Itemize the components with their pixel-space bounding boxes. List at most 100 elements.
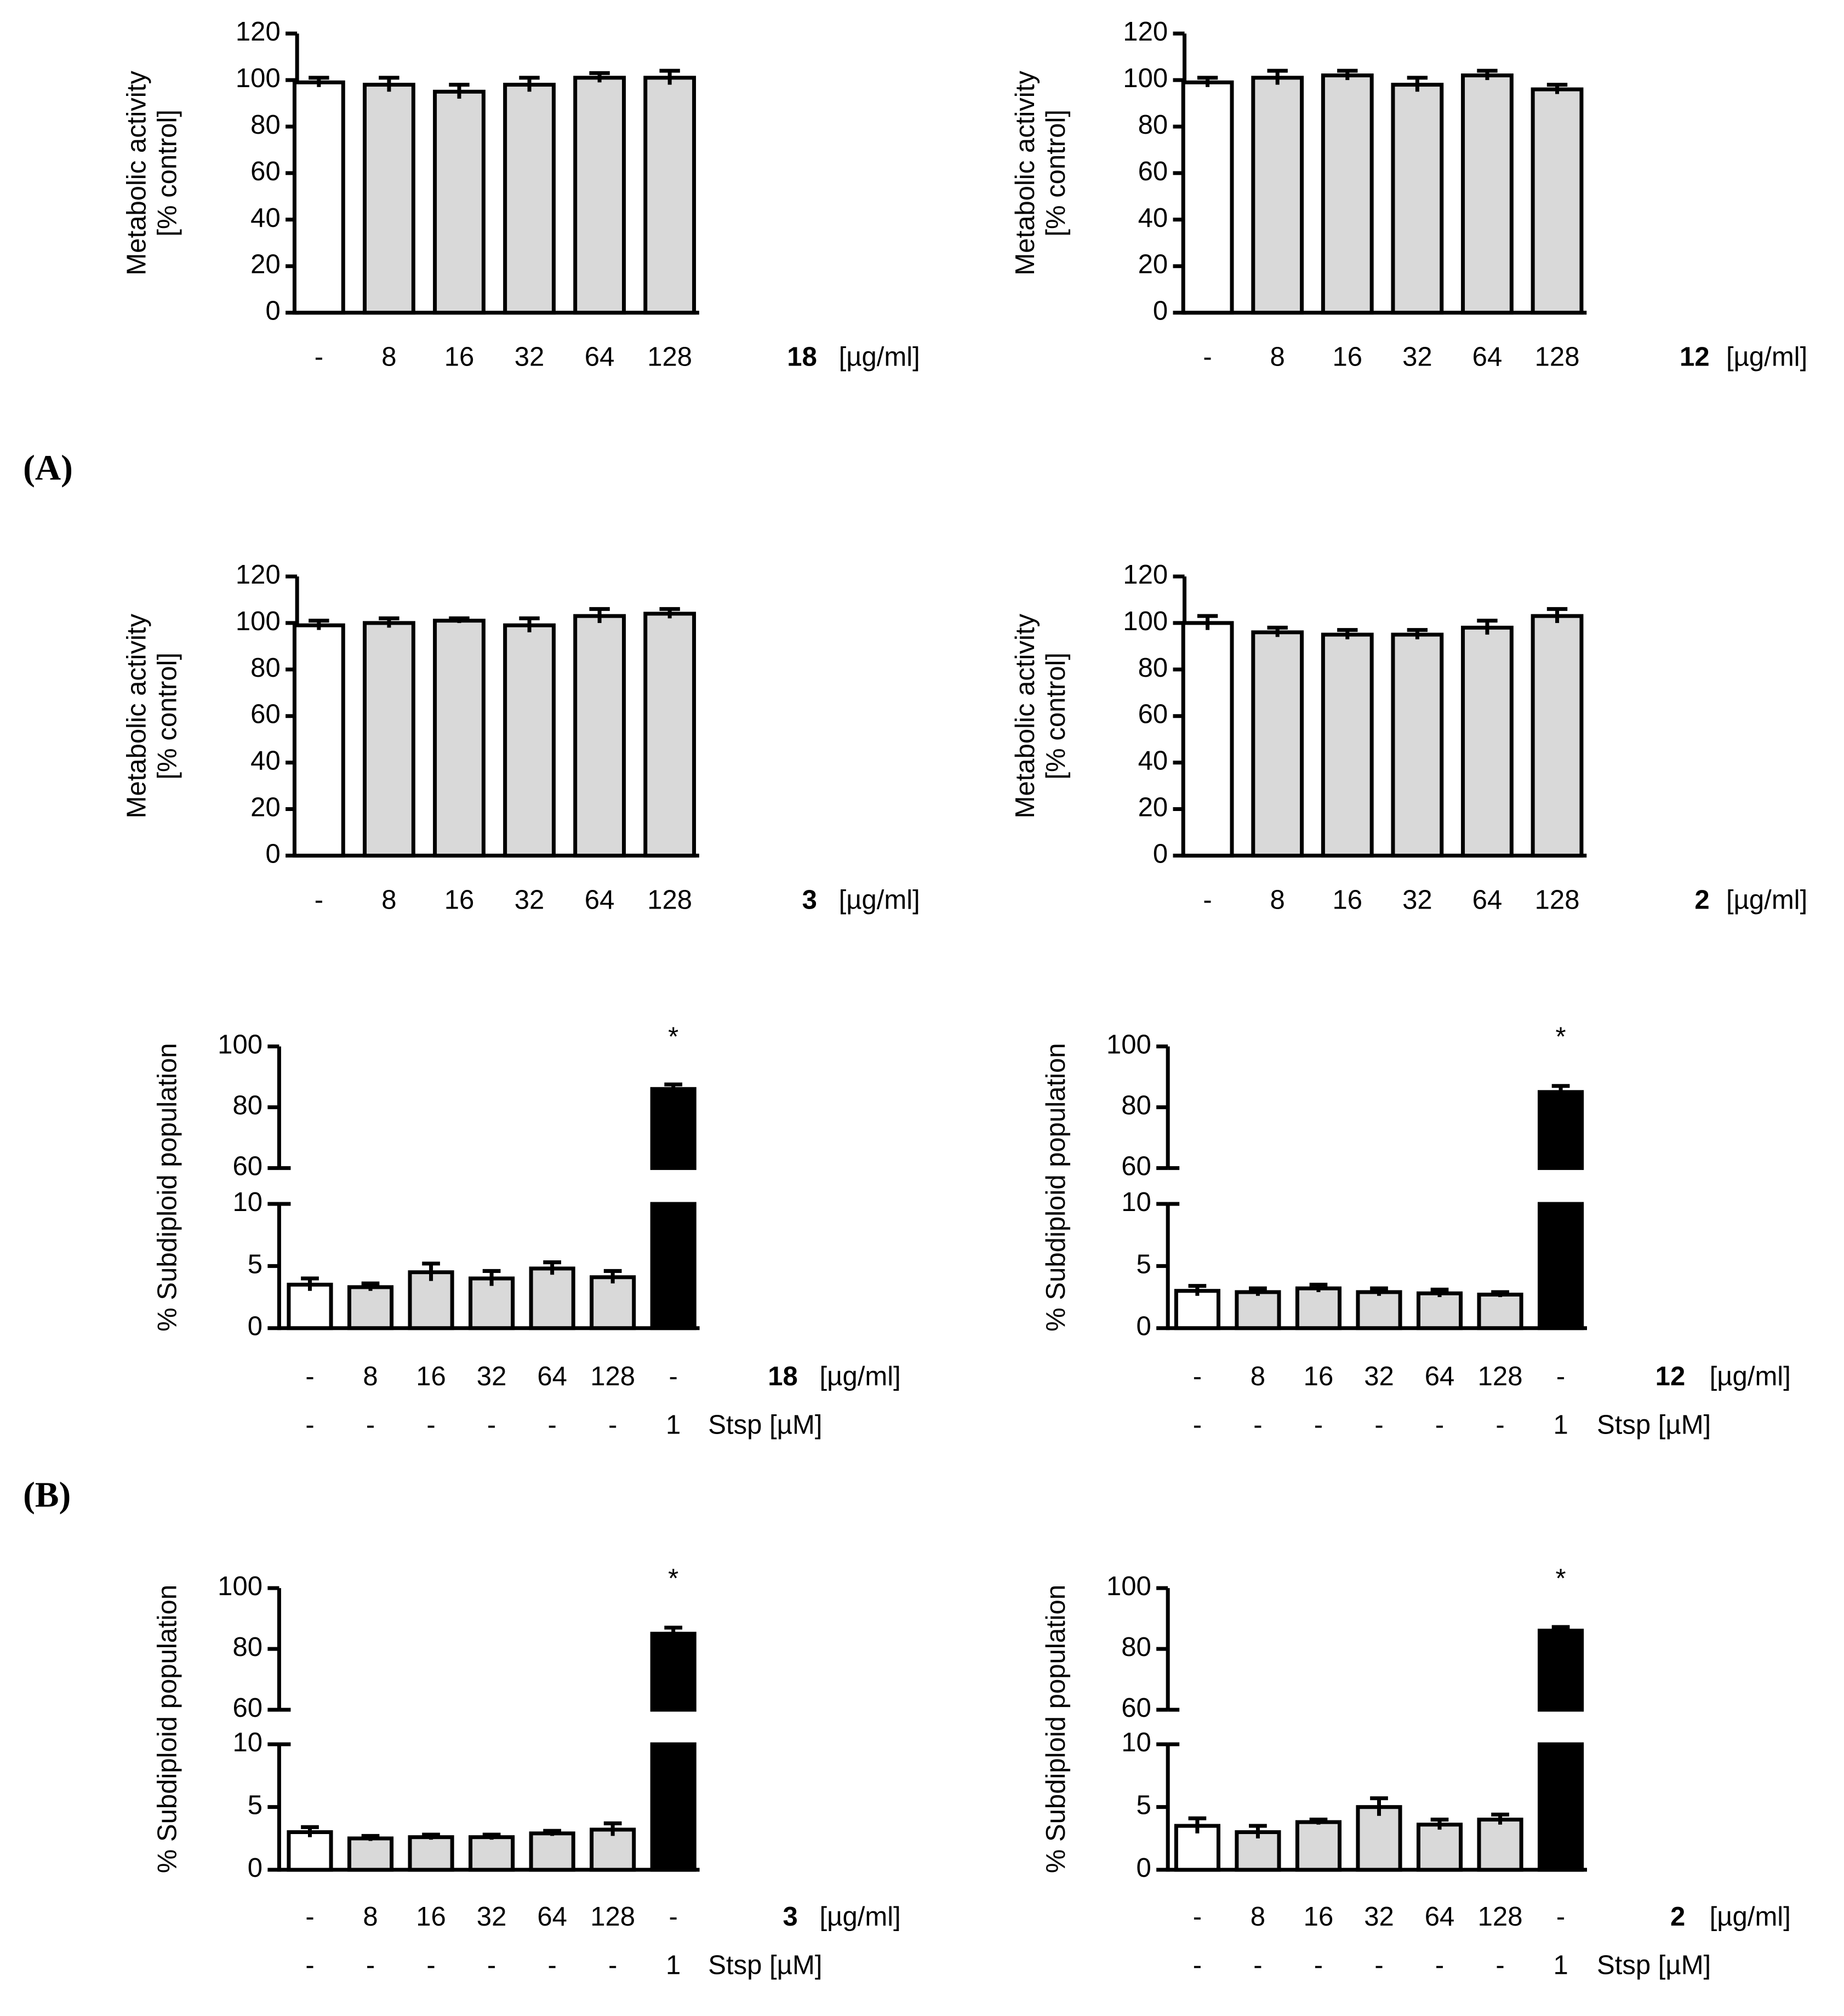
x-tick-label-2: - [366,1410,375,1440]
y-tick-label: 60 [232,1152,262,1181]
x-tick-label: 128 [1535,342,1580,372]
bar [503,83,556,315]
y-tick-label: 60 [1138,700,1168,729]
x-tick-label: 16 [1332,886,1362,915]
x-tick-label: 32 [515,886,545,915]
x-tick-label-2: - [366,1951,375,1980]
x-tick-label-2: - [305,1951,314,1980]
y-axis-label: % Subdiploid population [1041,1043,1071,1331]
x-axis-label: 3 [802,886,817,915]
y-tick-label: 100 [1106,1030,1151,1060]
x-tick-label: - [305,1362,314,1391]
bar [1295,1820,1342,1872]
x-tick-label-2: - [1314,1951,1323,1980]
x-tick-label: 128 [1535,886,1580,915]
bar [1538,1202,1584,1330]
y-tick-label: 40 [250,203,281,233]
bar [1477,1818,1523,1872]
bar-upper [650,1087,697,1170]
x-tick-label-2: - [1495,1951,1504,1980]
bar [590,1275,636,1330]
bar [643,612,697,858]
y-tick-label: 0 [1153,839,1168,869]
x-tick-label-2: - [608,1410,617,1440]
bar [433,619,486,858]
y-tick-label: 100 [236,607,281,636]
x-tick-label: 32 [515,342,545,372]
bar [1416,1823,1463,1872]
y-tick-label: 100 [218,1030,262,1060]
y-axis-label: Metabolic activity [1011,613,1040,818]
x-axis-unit: [µg/ml] [1726,886,1807,915]
x-tick-label: - [1556,1902,1565,1932]
x-tick-label: 128 [1478,1362,1523,1391]
x-tick-label: 8 [1251,1362,1265,1391]
bar [1461,625,1514,858]
x-tick-label: 64 [1425,1362,1455,1391]
y-tick-label: 120 [236,17,281,47]
bar [573,76,626,315]
x-tick-label: 16 [444,342,475,372]
x-tick-label: 32 [477,1902,507,1932]
bar [469,1835,515,1872]
y-tick-label: 10 [232,1187,262,1217]
x-tick-label: - [1193,1902,1202,1932]
bar-upper [650,1631,697,1712]
panel-label: (A) [23,448,73,488]
panel-label: (B) [23,1476,71,1515]
y-tick-label: 80 [1121,1091,1151,1121]
bar-upper [1538,1090,1584,1170]
bar [529,1266,575,1330]
y-tick-label: 0 [1153,296,1168,326]
y-axis-label: % Subdiploid population [152,1043,182,1331]
bar [1181,80,1234,315]
y-axis-label: Metabolic activity [122,613,151,818]
x-tick-label: 8 [1270,886,1285,915]
x-axis-unit: [µg/ml] [1710,1362,1791,1391]
significance-label: * [668,1023,678,1052]
bar [469,1276,515,1330]
x-tick-label: 64 [537,1902,567,1932]
y-tick-label: 5 [248,1249,262,1279]
x-tick-label-2: 1 [666,1951,681,1980]
y-tick-label: 120 [1123,17,1168,47]
x-tick-label: 32 [1364,1902,1394,1932]
bar [1531,614,1584,858]
x-tick-label: - [1203,342,1212,372]
bar [287,1830,333,1872]
x-axis-label: 3 [783,1902,798,1932]
y-tick-label: 80 [250,110,281,140]
x-axis-label: 2 [1694,886,1709,915]
significance-label: * [668,1564,678,1594]
x-tick-label-2: - [1314,1410,1323,1440]
x-tick-label-2: - [1193,1951,1202,1980]
y-tick-label: 40 [1138,746,1168,776]
bar [1321,632,1374,858]
x-tick-label: 8 [363,1902,378,1932]
x-tick-label: 8 [1251,1902,1265,1932]
y-tick-label: 0 [1136,1853,1151,1883]
x-tick-label: 16 [416,1902,446,1932]
y-axis-label: [% control] [1041,110,1071,237]
y-tick-label: 60 [250,157,281,186]
y-tick-label: 0 [248,1853,262,1883]
x-tick-label: 64 [585,886,615,915]
y-tick-label: 80 [232,1091,262,1121]
x-tick-label: - [305,1902,314,1932]
bar [1538,1742,1584,1872]
bar [1235,1290,1281,1330]
x-tick-label-2: - [426,1951,435,1980]
x-tick-label: 16 [1332,342,1362,372]
bar [573,614,626,858]
x-tick-label: 32 [477,1362,507,1391]
x-tick-label-2: - [426,1410,435,1440]
y-tick-label: 40 [1138,203,1168,233]
x-tick-label: 64 [585,342,615,372]
bar [1251,76,1304,315]
x-tick-label-2: 1 [1553,1410,1568,1440]
x-axis-label-2: Stsp [µM] [1597,1951,1711,1980]
significance-label: * [1556,1564,1566,1594]
bar [1531,87,1584,315]
y-axis-label: % Subdiploid population [1041,1585,1071,1873]
